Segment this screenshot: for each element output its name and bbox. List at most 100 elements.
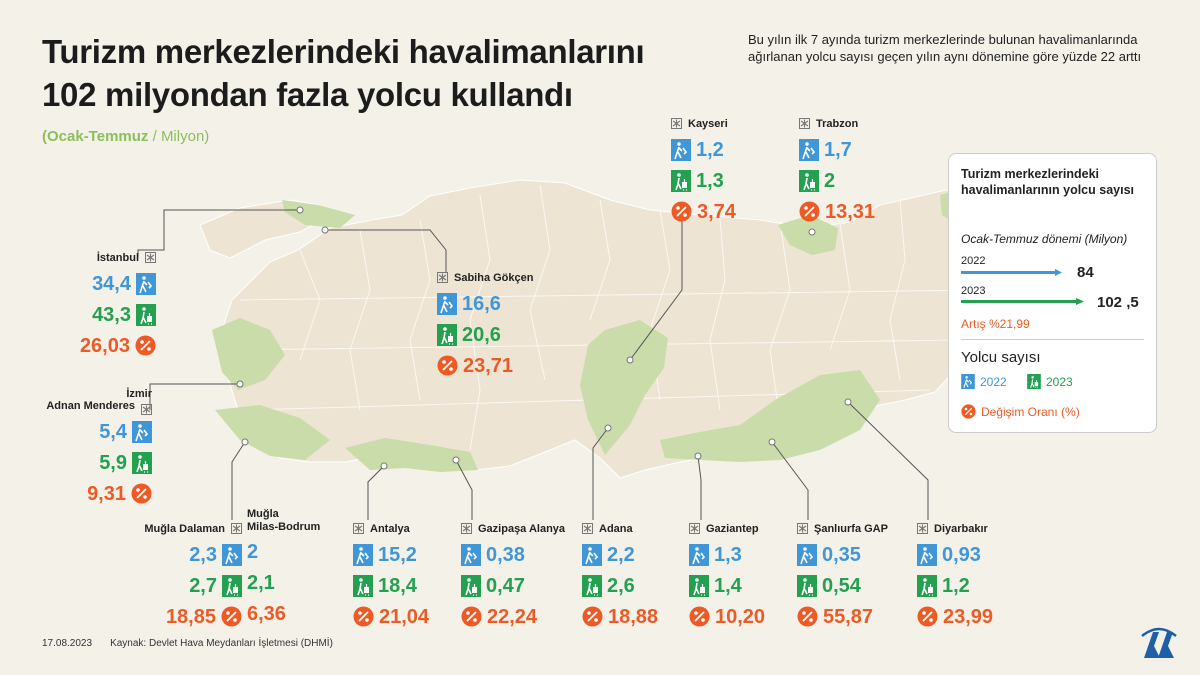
airport-icon [353, 523, 364, 534]
change-rate: 18,88 [608, 605, 659, 628]
change-rate: 6,36 [247, 602, 286, 625]
departure-icon [136, 273, 156, 295]
arrival-icon [917, 575, 937, 597]
airport-sabiha-gokcen: Sabiha Gökçen 16,6 20,6 23,71 [437, 272, 577, 381]
change-rate: 23,99 [943, 605, 994, 628]
value-2022: 2,2 [607, 543, 635, 566]
value-2023: 2,6 [607, 574, 635, 597]
legend-item-change: Değişim Oranı (%) [961, 404, 1080, 419]
subtitle: (Ocak-Temmuz / Milyon) [42, 128, 209, 145]
airport-gaziantep: Gaziantep 1,3 1,4 10,20 [689, 523, 789, 632]
change-rate: 22,24 [487, 605, 538, 628]
change-rate: 3,74 [697, 200, 736, 223]
legend-label-2023: 2023 [1046, 374, 1073, 389]
change-rate: 23,71 [463, 354, 514, 377]
region-trabzon [778, 215, 838, 255]
region-antalya [345, 438, 478, 472]
airport-name: Antalya [370, 523, 410, 535]
airport-name: Gazipaşa Alanya [478, 523, 566, 535]
airport-name: Sabiha Gökçen [454, 272, 534, 284]
departure-icon [671, 139, 691, 161]
value-2022: 34,4 [92, 272, 131, 295]
percent-icon [221, 606, 242, 627]
airport-icon [231, 523, 242, 534]
airport-mugla-milas-bodrum: Muğla Milas-Bodrum 2 2,1 6,36 [247, 508, 337, 629]
value-2023: 43,3 [92, 303, 131, 326]
region-southeast [660, 370, 880, 462]
value-2022: 0,35 [822, 543, 861, 566]
legend-increase: Artış %21,99 [961, 317, 1030, 331]
arrival-icon [582, 575, 602, 597]
arrival-icon [222, 575, 242, 597]
arrival-icon [689, 575, 709, 597]
airport-izmir: İzmir Adnan Menderes 5,4 5,9 9,31 [30, 388, 152, 509]
change-rate: 10,20 [715, 605, 766, 628]
airport-name: Trabzon [816, 118, 859, 130]
value-2022: 5,4 [99, 420, 127, 443]
percent-icon [582, 606, 603, 627]
arrival-icon [461, 575, 481, 597]
airport-dots [236, 206, 852, 470]
value-2023: 20,6 [462, 323, 501, 346]
departure-icon [353, 544, 373, 566]
title-line-2: 102 milyondan fazla yolcu kullandı [42, 76, 573, 113]
arrival-icon [797, 575, 817, 597]
value-2022: 1,3 [714, 543, 742, 566]
airport-icon [461, 523, 472, 534]
airport-name: Kayseri [688, 118, 728, 130]
airport-icon [145, 252, 156, 263]
airport-icon [799, 118, 810, 129]
airport-icon [437, 272, 448, 283]
departure-icon [917, 544, 937, 566]
percent-icon [671, 201, 692, 222]
value-2023: 0,47 [486, 574, 525, 597]
departure-icon [461, 544, 481, 566]
change-rate: 21,04 [379, 605, 430, 628]
change-rate: 26,03 [79, 334, 130, 357]
change-rate: 55,87 [823, 605, 874, 628]
airport-istanbul: İstanbul 34,4 43,3 26,03 [60, 252, 156, 361]
percent-icon [135, 335, 156, 356]
bar-2023 [961, 298, 1084, 305]
airport-icon [671, 118, 682, 129]
airport-sanliurfa-gap: Şanlıurfa GAP 0,35 0,54 55,87 [797, 523, 907, 632]
value-2023: 1,4 [714, 574, 742, 597]
value-2023: 2,1 [247, 571, 275, 594]
airport-name-line1: Muğla [247, 508, 279, 520]
departure-icon [222, 544, 242, 566]
departure-icon [689, 544, 709, 566]
departure-icon [799, 139, 819, 161]
value-2023: 1,3 [696, 169, 724, 192]
departure-icon [437, 293, 457, 315]
legend-period: Ocak-Temmuz dönemi (Milyon) [961, 232, 1128, 246]
leader-lines [137, 209, 929, 520]
subtitle-unit: Milyon) [160, 128, 210, 145]
airport-adana: Adana 2,2 2,6 18,88 [582, 523, 682, 632]
legend-item-2023: 2023 [1027, 374, 1073, 389]
value-2022: 2,3 [189, 543, 217, 566]
percent-icon [797, 606, 818, 627]
aa-logo [1141, 627, 1177, 658]
airport-diyarbakir: Diyarbakır 0,93 1,2 23,99 [917, 523, 1017, 632]
departure-icon [582, 544, 602, 566]
value-2023: 18,4 [378, 574, 417, 597]
region-aegean [215, 405, 330, 460]
legend-label-change: Değişim Oranı (%) [981, 404, 1080, 419]
airport-name: Adana [599, 523, 633, 535]
value-2022: 0,38 [486, 543, 525, 566]
value-2023: 5,9 [99, 451, 127, 474]
value-2023: 2,7 [189, 574, 217, 597]
airport-gazipasa-alanya: Gazipaşa Alanya 0,38 0,47 22,24 [461, 523, 581, 632]
departure-icon [961, 374, 975, 389]
legend-heading: Yolcu sayısı [961, 349, 1041, 366]
airport-name: Gaziantep [706, 523, 759, 535]
legend-value-2023: 102 ,5 [1097, 294, 1139, 311]
arrival-icon [136, 304, 156, 326]
percent-icon [961, 404, 976, 419]
airport-icon [797, 523, 808, 534]
airport-icon [689, 523, 700, 534]
airport-name-line2: Adnan Menderes [46, 400, 135, 412]
legend-title: Turizm merkezlerindeki havalimanlarının … [961, 167, 1134, 197]
change-rate: 13,31 [825, 200, 876, 223]
